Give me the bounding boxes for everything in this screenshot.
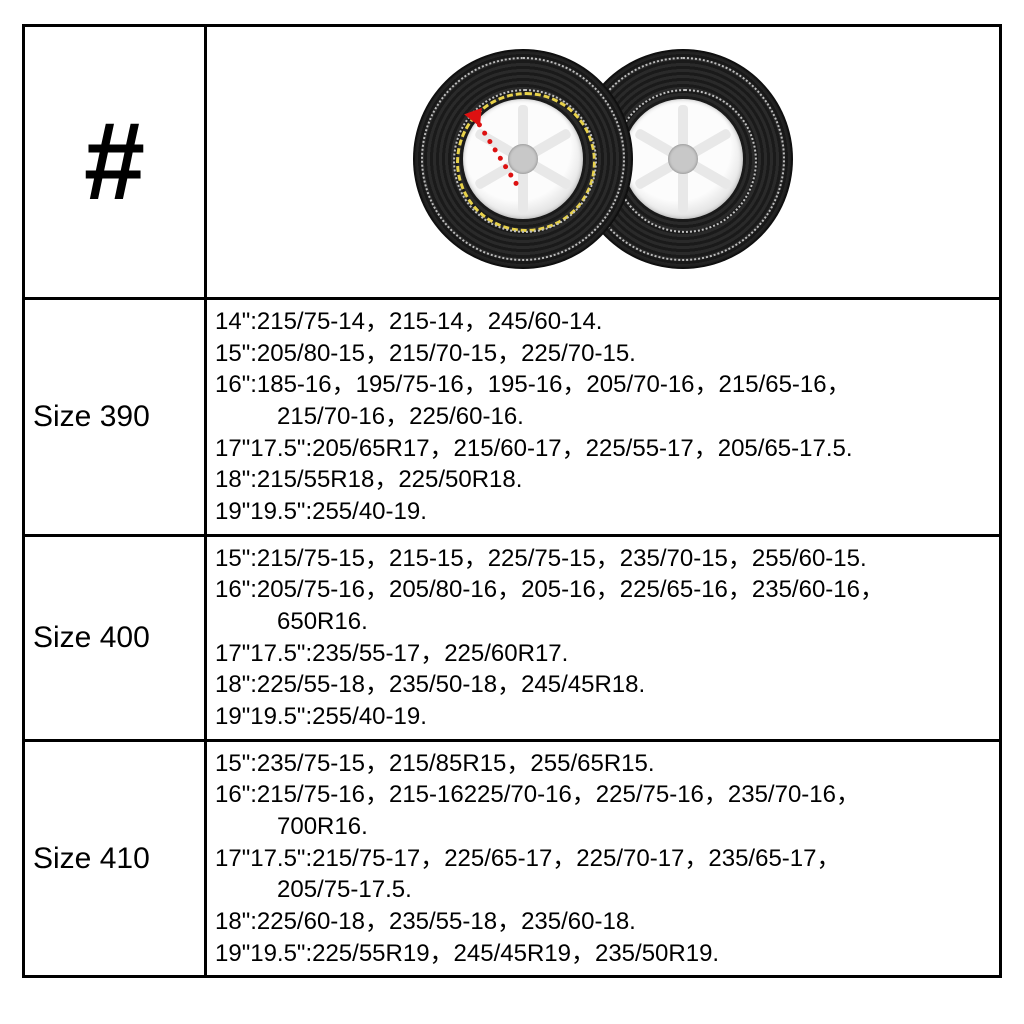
tire-front (413, 49, 633, 269)
table-row: Size 400 15":215/75-15，215-15，225/75-15，2… (24, 535, 1001, 740)
spec-line: 19"19.5":255/40-19. (215, 701, 995, 733)
hash-cell: # (24, 26, 206, 299)
table-body: # (24, 26, 1001, 977)
spec-line: 18":215/55R18，225/50R18. (215, 464, 995, 496)
spec-line: 14":215/75-14，215-14，245/60-14. (215, 306, 995, 338)
spec-line: 17"17.5":205/65R17，215/60-17，225/55-17，2… (215, 433, 995, 465)
size-table: # (22, 24, 1002, 978)
spec-list: 14":215/75-14，215-14，245/60-14.15":205/8… (206, 299, 1001, 536)
tire-chain-illustration (403, 35, 803, 285)
spec-line: 16":215/75-16，215-16225/70-16，225/75-16，… (215, 779, 995, 811)
spec-list: 15":215/75-15，215-15，225/75-15，235/70-15… (206, 535, 1001, 740)
spec-line-continuation: 700R16. (215, 811, 995, 843)
spec-line: 16":185-16，195/75-16，195-16，205/70-16，21… (215, 369, 995, 401)
spec-line: 18":225/55-18，235/50-18，245/45R18. (215, 669, 995, 701)
spec-line: 16":205/75-16，205/80-16，205-16，225/65-16… (215, 574, 995, 606)
spec-line: 17"17.5":215/75-17，225/65-17，225/70-17，2… (215, 843, 995, 875)
spec-line: 19"19.5":255/40-19. (215, 496, 995, 528)
spec-line-continuation: 215/70-16，225/60-16. (215, 401, 995, 433)
spec-line: 17"17.5":235/55-17，225/60R17. (215, 638, 995, 670)
spec-line: 15":205/80-15，215/70-15，225/70-15. (215, 338, 995, 370)
size-label: Size 390 (24, 299, 206, 536)
table-row: Size 39014":215/75-14，215-14，245/60-14.1… (24, 299, 1001, 536)
spec-list: 15":235/75-15，215/85R15，255/65R15.16":21… (206, 740, 1001, 977)
size-label: Size 400 (24, 535, 206, 740)
chain-inner-icon (613, 89, 757, 233)
tire-image-cell (206, 26, 1001, 299)
spec-line: 18":225/60-18，235/55-18，235/60-18. (215, 906, 995, 938)
page-wrap: # (0, 0, 1024, 1002)
spec-line-continuation: 650R16. (215, 606, 995, 638)
size-label: Size 410 (24, 740, 206, 977)
header-row: # (24, 26, 1001, 299)
spec-line: 15":235/75-15，215/85R15，255/65R15. (215, 748, 995, 780)
table-row: Size 41015":235/75-15，215/85R15，255/65R1… (24, 740, 1001, 977)
spec-line: 19"19.5":225/55R19，245/45R19，235/50R19. (215, 938, 995, 970)
spec-line: 15":215/75-15，215-15，225/75-15，235/70-15… (215, 543, 995, 575)
spec-line-continuation: 205/75-17.5. (215, 874, 995, 906)
